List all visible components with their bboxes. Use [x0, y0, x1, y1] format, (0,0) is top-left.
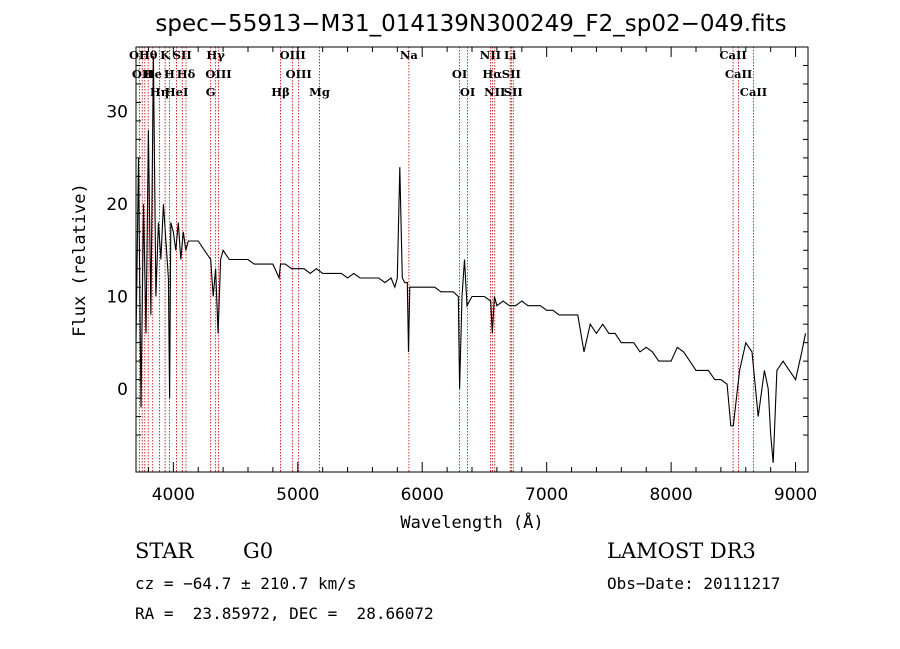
spectral-line-label: NII [480, 48, 501, 62]
spectral-line-label: SII [504, 85, 523, 99]
spectral-line-label: CaII [719, 48, 746, 62]
x-tick-label: 4000 [152, 485, 195, 505]
spectrum-line [135, 56, 807, 463]
spectral-line-label: OI [460, 85, 475, 99]
object-class: STAR [135, 539, 194, 563]
object-subclass: G0 [243, 539, 274, 563]
spectral-line-label: K [160, 48, 171, 62]
survey-name: LAMOST DR3 [607, 539, 756, 563]
x-tick-label: 5000 [276, 485, 319, 505]
y-tick-label: 20 [106, 195, 128, 215]
axis-ticks: 4000 5000 6000 7000 8000 9000 0 10 20 30 [106, 47, 817, 505]
x-tick-label: 6000 [401, 485, 444, 505]
spectral-line-markers [138, 47, 754, 472]
spectral-line-label: Mg [309, 85, 330, 99]
observation-date: Obs−Date: 20111217 [607, 574, 781, 593]
spectral-line-label: OII [132, 67, 153, 81]
spectral-line-label: OIII [286, 67, 312, 81]
spectral-line-label: Hη [150, 85, 169, 99]
x-tick-label: 9000 [774, 485, 817, 505]
spectral-line-label: Hα [482, 67, 502, 81]
x-tick-label: 8000 [649, 485, 692, 505]
coordinates: RA = 23.85972, DEC = 28.66072 [135, 604, 434, 623]
x-tick-label: 7000 [525, 485, 568, 505]
spectral-line-label: OIII [280, 48, 306, 62]
spectral-line-label: HeI [165, 85, 189, 99]
spectral-line-label: CaII [740, 85, 767, 99]
spectral-line-label: OII [129, 48, 150, 62]
redshift-velocity: cz = −64.7 ± 210.7 km/s [135, 574, 357, 593]
spectral-line-labels: OIIOIIHθHeHηKHHeISIIHδGHγOIIIHβOIIIOIIIM… [129, 48, 767, 99]
spectral-line-label: Hδ [177, 67, 196, 81]
spectral-line-label: OI [452, 67, 467, 81]
spectral-line-label: CaII [725, 67, 752, 81]
spectral-line-label: Na [400, 48, 419, 62]
chart-title: spec−55913−M31_014139N300249_F2_sp02−049… [155, 11, 786, 37]
spectral-line-label: SII [502, 67, 521, 81]
y-tick-label: 30 [106, 103, 128, 123]
spectral-line-label: Li [504, 48, 517, 62]
spectral-line-label: SII [173, 48, 192, 62]
y-axis-label: Flux (relative) [70, 183, 90, 337]
spectral-line-label: Hβ [271, 85, 290, 99]
spectral-line-label: NII [484, 85, 505, 99]
spectral-line-label: G [206, 85, 216, 99]
spectral-line-label: Hγ [206, 48, 225, 62]
y-tick-label: 10 [106, 287, 128, 307]
x-axis-label: Wavelength (Å) [400, 511, 543, 533]
spectral-line-label: OIII [205, 67, 231, 81]
spectral-line-label: H [164, 67, 175, 81]
y-tick-label: 0 [117, 380, 128, 400]
